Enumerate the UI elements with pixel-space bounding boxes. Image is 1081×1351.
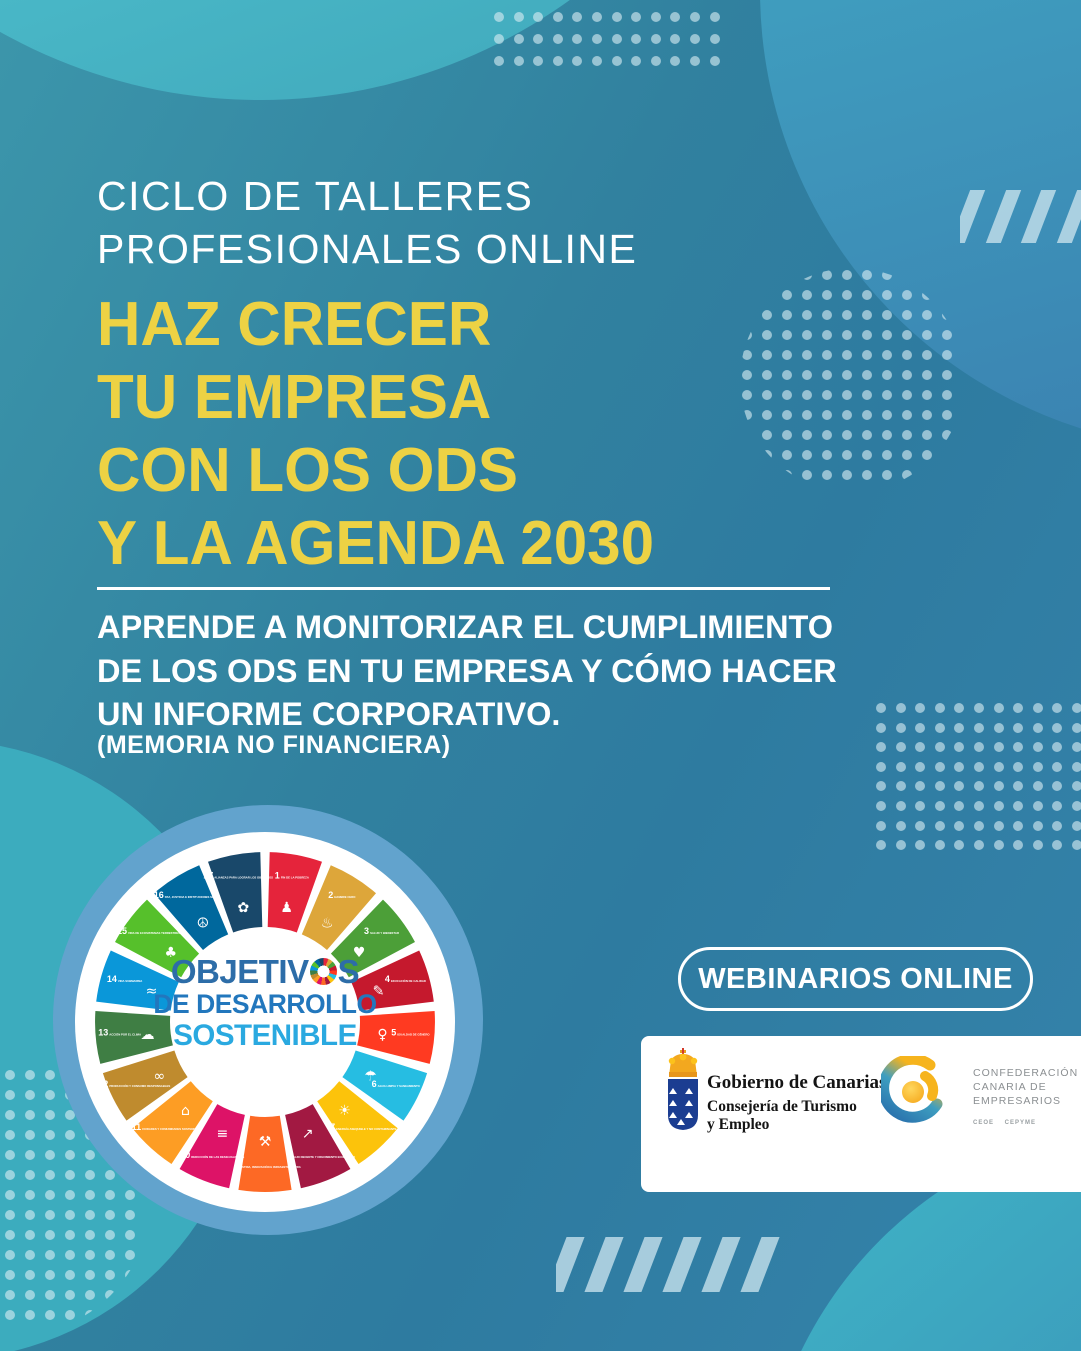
- sdg-icon-16: ☮: [197, 916, 210, 932]
- sdg-segment-9: [238, 1115, 292, 1192]
- sdg-segment-16: [154, 865, 229, 950]
- sdg-segment-3: [330, 899, 415, 978]
- sdg-number-16: 16PAZ, JUSTICIA E INSTITUCIONES SÓLIDAS: [154, 890, 223, 900]
- cce-logo-icon: [881, 1056, 943, 1123]
- sdg-icon-8: ↗: [302, 1126, 314, 1142]
- sponsors-card: Gobierno de Canarias Consejería de Turis…: [641, 1036, 1081, 1192]
- sdg-icon-6: ☂: [364, 1069, 377, 1085]
- sdg-icon-14: ≈: [146, 984, 158, 1000]
- sdg-icon-7: ☀: [338, 1103, 351, 1119]
- mini-sdg-wheel-icon: [309, 958, 337, 985]
- decor-dot-circle-right: [740, 268, 964, 492]
- sdg-icon-12: ∞: [154, 1069, 166, 1085]
- sdg-number-2: 2HAMBRE CERO: [328, 890, 356, 900]
- cce-subtext: CEOE CEPYME: [973, 1120, 1037, 1126]
- sdg-number-14: 14VIDA SUBMARINA: [107, 974, 142, 984]
- decor-dots-right: [876, 703, 1081, 860]
- sdg-icon-11: ⌂: [181, 1103, 190, 1119]
- subtitle-note: (MEMORIA NO FINANCIERA): [97, 731, 451, 759]
- sdg-segment-10: [179, 1104, 245, 1189]
- gobierno-canarias-logo-icon: [668, 1048, 698, 1130]
- sdg-icon-5: ♀: [377, 1027, 387, 1043]
- sdg-number-15: 15VIDA DE ECOSISTEMAS TERRESTRES: [117, 926, 180, 936]
- sdg-number-12: 12PRODUCCIÓN Y CONSUMO RESPONSABLES: [98, 1079, 170, 1089]
- sdg-segment-13: [95, 1011, 173, 1064]
- sdg-segment-1: [267, 852, 322, 933]
- sdg-segment-14: [96, 950, 179, 1011]
- gobierno-department: Consejería de Turismo y Empleo: [707, 1098, 857, 1133]
- sdg-number-4: 4EDUCACIÓN DE CALIDAD: [385, 974, 426, 984]
- sdg-number-3: 3SALUD Y BIENESTAR: [364, 926, 399, 936]
- sdg-segment-12: [102, 1050, 188, 1121]
- sdg-number-5: 5IGUALDAD DE GÉNERO: [391, 1027, 430, 1037]
- wheel-center-line2: DE DESARROLLO: [153, 989, 377, 1019]
- sdg-wheel-center-text: OBJETIV S DE DESARROLLO SOSTENIBLE: [150, 955, 380, 1050]
- subtitle: APRENDE A MONITORIZAR EL CUMPLIMIENTO DE …: [97, 609, 837, 732]
- sdg-icon-13: ☁: [141, 1027, 155, 1043]
- sdg-segment-15: [115, 899, 200, 978]
- sdg-number-7: 7ENERGÍA ASEQUIBLE Y NO CONTAMINANTE: [330, 1122, 397, 1132]
- gobierno-name: Gobierno de Canarias: [707, 1072, 887, 1093]
- cce-name: CONFEDERACIÓN CANARIA DE EMPRESARIOS: [973, 1067, 1079, 1107]
- sdg-icon-10: ≡: [217, 1126, 229, 1142]
- sdg-number-11: 11CIUDADES Y COMUNIDADES SOSTENIBLES: [132, 1122, 202, 1132]
- sdg-segment-7: [317, 1081, 398, 1164]
- wheel-center-line1: OBJETIV S: [170, 953, 360, 990]
- sdg-segment-2: [301, 865, 376, 950]
- sdg-icon-3: ♥: [353, 945, 366, 961]
- sdg-icon-15: ♣: [165, 945, 178, 961]
- sdg-segment-4: [351, 950, 434, 1011]
- main-headline: HAZ CRECER TU EMPRESA CON LOS ODS Y LA AGEN…: [97, 290, 655, 578]
- gobierno-canarias-text: Gobierno de Canarias Consejería de Turis…: [707, 1072, 886, 1134]
- kicker-title: CICLO DE TALLERES PROFESIONALES ONLINE: [97, 173, 638, 272]
- decor-slashes-top-right: [960, 190, 1081, 243]
- sdg-segment-8: [285, 1104, 351, 1189]
- sdg-number-13: 13ACCIÓN POR EL CLIMA: [98, 1027, 141, 1037]
- sdg-wheel: 1FIN DE LA POBREZA ♟ 2HAMBRE CERO ♨ 3SALUD Y…: [75, 832, 455, 1212]
- sdg-number-9: 9INDUSTRIA, INNOVACIÓN E INFRAESTRUCTURA: [229, 1160, 301, 1170]
- sdg-number-10: 10REDUCCIÓN DE LAS DESIGUALDADES: [180, 1150, 244, 1160]
- divider-line: [97, 587, 830, 590]
- sdg-segment-5: [357, 1011, 435, 1064]
- sdg-icon-9: ⚒: [259, 1134, 272, 1150]
- sdg-number-8: 8TRABAJO DECENTE Y CRECIMIENTO ECONÓMICO: [280, 1150, 356, 1160]
- sdg-icon-4: ✎: [373, 984, 385, 1000]
- sdg-icon-2: ♨: [321, 916, 334, 932]
- sdg-segment-11: [132, 1081, 213, 1164]
- sdg-number-1: 1FIN DE LA POBREZA: [275, 870, 309, 880]
- wheel-center-line3: SOSTENIBLE: [173, 1018, 357, 1052]
- decor-dots-top: [494, 12, 729, 78]
- sdg-icon-1: ♟: [280, 900, 293, 916]
- sdg-segment-6: [342, 1050, 428, 1121]
- sdg-number-17: 17ALIANZAS PARA LOGRAR LOS OBJETIVOS: [203, 870, 273, 880]
- webinars-online-badge[interactable]: WEBINARIOS ONLINE: [678, 947, 1033, 1011]
- sdg-segment-17: [208, 852, 263, 933]
- decor-slashes-bottom: [556, 1237, 801, 1292]
- sdg-icon-17: ✿: [237, 900, 249, 916]
- sdg-number-6: 6AGUA LIMPIA Y SANEAMIENTO: [372, 1079, 421, 1089]
